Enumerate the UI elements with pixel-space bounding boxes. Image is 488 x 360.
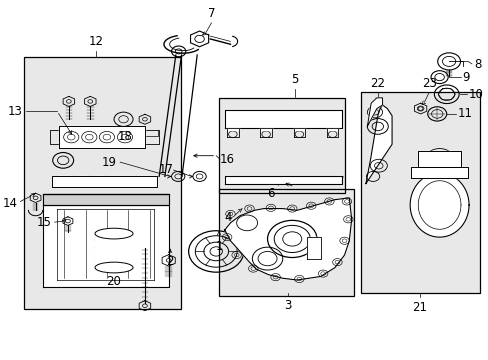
- Ellipse shape: [95, 262, 133, 273]
- Bar: [218, 189, 353, 296]
- Text: 22: 22: [369, 77, 385, 90]
- Text: 1: 1: [215, 240, 223, 253]
- Text: 16: 16: [220, 153, 235, 166]
- Text: 7: 7: [207, 7, 215, 20]
- Text: 12: 12: [89, 35, 104, 48]
- Text: 18: 18: [118, 130, 133, 143]
- Text: 14: 14: [2, 197, 18, 210]
- Text: 21: 21: [411, 301, 427, 314]
- Text: 13: 13: [7, 104, 22, 118]
- Polygon shape: [95, 234, 133, 267]
- Bar: [361, 93, 479, 293]
- Text: 23: 23: [421, 77, 436, 90]
- Text: 20: 20: [106, 275, 121, 288]
- Text: 11: 11: [457, 107, 472, 120]
- Polygon shape: [306, 237, 320, 258]
- Text: 17: 17: [158, 163, 173, 176]
- Polygon shape: [260, 128, 271, 130]
- Polygon shape: [59, 126, 144, 148]
- Polygon shape: [417, 152, 460, 167]
- Ellipse shape: [95, 228, 133, 239]
- Polygon shape: [224, 111, 342, 128]
- Polygon shape: [326, 128, 338, 130]
- Polygon shape: [409, 173, 468, 237]
- Text: 10: 10: [468, 88, 483, 101]
- Polygon shape: [52, 176, 157, 187]
- Polygon shape: [224, 198, 351, 280]
- Text: 5: 5: [291, 73, 298, 86]
- Text: 2: 2: [166, 255, 174, 268]
- Polygon shape: [224, 176, 342, 184]
- Bar: [218, 98, 344, 193]
- Polygon shape: [42, 205, 168, 287]
- Polygon shape: [42, 194, 168, 205]
- Polygon shape: [293, 128, 305, 130]
- Polygon shape: [365, 105, 391, 184]
- Text: 19: 19: [101, 156, 116, 168]
- Polygon shape: [190, 31, 208, 47]
- Text: 4: 4: [224, 211, 231, 224]
- Text: 3: 3: [283, 298, 291, 312]
- Polygon shape: [227, 128, 238, 130]
- Polygon shape: [366, 98, 382, 126]
- Polygon shape: [410, 167, 467, 178]
- Text: 8: 8: [473, 58, 480, 72]
- Text: 9: 9: [462, 71, 469, 84]
- Text: 6: 6: [266, 187, 274, 200]
- Bar: [24, 57, 180, 309]
- Text: 15: 15: [36, 216, 51, 229]
